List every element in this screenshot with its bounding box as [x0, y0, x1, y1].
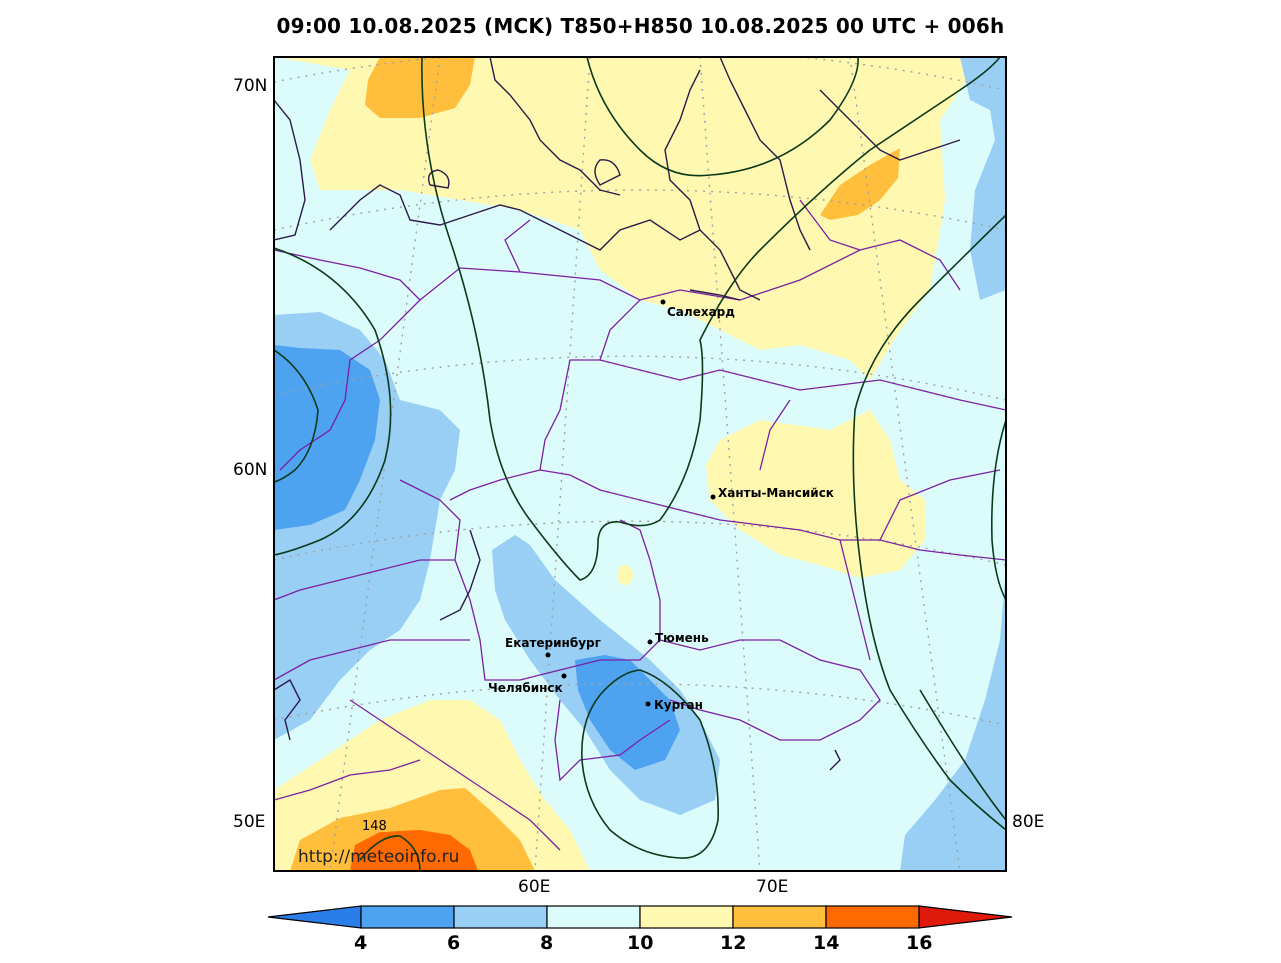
- city-chelyabinsk: Челябинск: [488, 673, 567, 695]
- city-label: Екатеринбург: [505, 636, 601, 650]
- city-kurgan: Курган: [645, 698, 703, 712]
- field-10-12-small: [617, 565, 633, 585]
- map-frame: [273, 56, 1007, 872]
- colorbar-swatch-14-16: [825, 905, 920, 929]
- city-label: Салехард: [667, 305, 735, 319]
- colorbar-swatch-8-10: [546, 905, 641, 929]
- colorbar: [267, 905, 1013, 929]
- lon-label-80e: 80E: [1012, 812, 1044, 832]
- field-6-8-east: [900, 570, 1006, 871]
- graticule: [274, 57, 1006, 871]
- isolines: [274, 57, 1006, 871]
- colorbar-low-arrow: [267, 905, 362, 929]
- colorbar-swatch-10-12: [639, 905, 734, 929]
- field-12-14-north: [365, 57, 475, 118]
- lon-label-50e: 50E: [233, 812, 265, 832]
- colorbar-high-arrow: [918, 905, 1013, 929]
- lat-label-70n: 70N: [233, 76, 267, 96]
- colorbar-tick-12: 12: [720, 932, 746, 954]
- colorbar-tick-8: 8: [540, 932, 553, 954]
- watermark: http://meteoinfo.ru: [298, 847, 459, 867]
- colorbar-tick-10: 10: [627, 932, 653, 954]
- lon-label-70e: 70E: [756, 877, 788, 897]
- colorbar-tick-4: 4: [354, 932, 367, 954]
- city-label: Челябинск: [488, 681, 563, 695]
- colorbar-tick-14: 14: [813, 932, 839, 954]
- lon-label-60e: 60E: [518, 877, 550, 897]
- colorbar-swatch-4-6: [360, 905, 455, 929]
- field-10-12-north: [274, 57, 980, 380]
- city-label: Курган: [654, 698, 703, 712]
- city-label: Ханты-Мансийск: [718, 486, 834, 500]
- isoline-label-bg: [360, 817, 390, 832]
- city-khanty-mansiysk: Ханты-Мансийск: [710, 486, 834, 500]
- map-title: 09:00 10.08.2025 (MCK) T850+H850 10.08.2…: [276, 14, 1005, 38]
- isoline-label: 148: [362, 819, 387, 834]
- lat-label-60n: 60N: [233, 460, 267, 480]
- field-6-8-northeast: [960, 57, 1006, 300]
- colorbar-tick-16: 16: [906, 932, 932, 954]
- field-12-14-south: [290, 788, 535, 871]
- field-4-6-west: [274, 345, 380, 530]
- city-label: Тюмень: [655, 631, 709, 645]
- colorbar-swatch-6-8: [453, 905, 548, 929]
- admin-borders: [274, 199, 1006, 851]
- city-ekaterinburg: Екатеринбург: [505, 636, 601, 658]
- city-tyumen: Тюмень: [647, 631, 709, 645]
- colorbar-tick-6: 6: [447, 932, 460, 954]
- city-salekhard: Салехард: [660, 299, 735, 319]
- colorbar-swatch-12-14: [732, 905, 827, 929]
- field-10-12-khanty: [706, 410, 925, 578]
